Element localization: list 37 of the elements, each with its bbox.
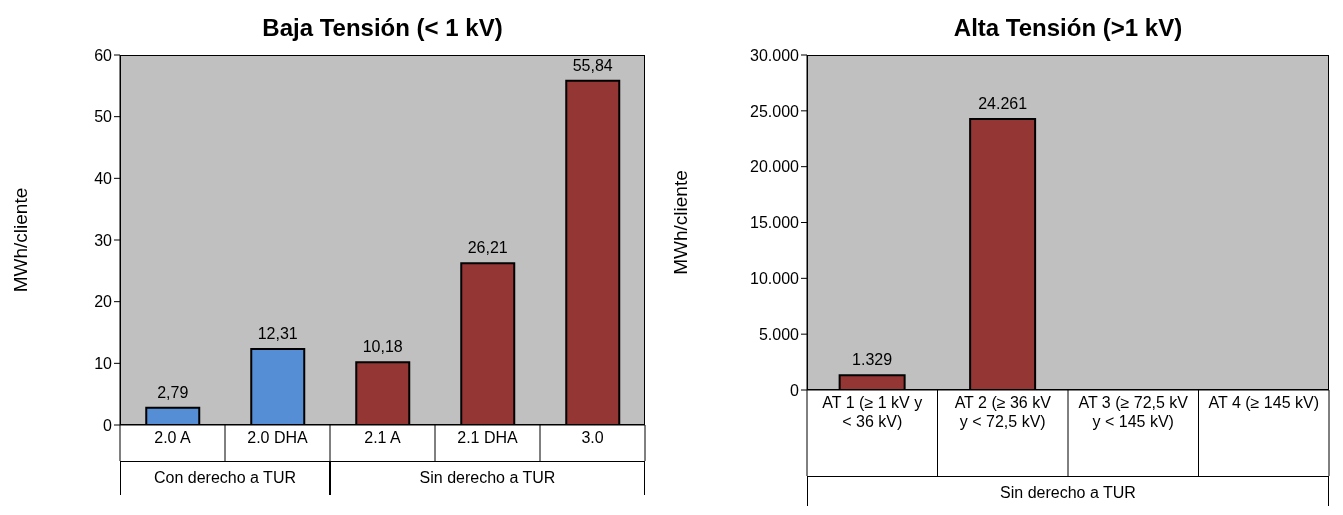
y-axis-title: MWh/cliente (669, 170, 691, 275)
data-label: 1.329 (852, 351, 893, 369)
y-tick-label: 5.000 (758, 325, 800, 343)
x-tick-label: 2.0 DHA (247, 429, 309, 446)
y-tick-label: 20.000 (750, 158, 800, 176)
y-tick-label: 15.000 (750, 214, 800, 232)
x-tick-label: AT 1 (≥ 1 kV y < 36 kV) (822, 394, 923, 430)
y-tick-label: 20 (94, 293, 113, 311)
x-tick-label: 3.0 (581, 429, 604, 446)
chart-title: Alta Tensión (>1 kV) (952, 14, 1184, 42)
data-label: 2,79 (157, 383, 189, 401)
y-tick-label: 0 (103, 416, 113, 434)
x-tick-label: 2.0 A (154, 429, 192, 446)
y-tick-label: 50 (94, 108, 113, 126)
y-tick-label: 10.000 (750, 270, 800, 288)
data-label: 55,84 (572, 56, 613, 74)
x-tick-label: AT 4 (≥ 145 kV) (1208, 394, 1319, 411)
y-tick-label: 30.000 (750, 46, 800, 64)
text: Con derecho a TUR (120, 461, 330, 495)
data-label: 10,18 (362, 338, 403, 356)
data-label: 12,31 (257, 325, 298, 343)
y-tick-label: 0 (790, 381, 800, 399)
y-axis-title: MWh/cliente (9, 187, 31, 293)
chart-title: Baja Tensión (< 1 kV) (261, 14, 504, 42)
y-tick-label: 30 (94, 231, 113, 249)
text: Sin derecho a TUR (330, 461, 645, 495)
x-tick-label: 2.1 A (364, 429, 402, 446)
data-label: 24.261 (978, 95, 1028, 113)
x-tick-label: AT 3 (≥ 72,5 kV y < 145 kV) (1078, 394, 1189, 430)
data-label: 26,21 (467, 239, 508, 257)
x-tick-label: 2.1 DHA (457, 429, 519, 446)
x-tick-label: AT 2 (≥ 36 kV y < 72,5 kV) (954, 394, 1052, 430)
y-tick-label: 40 (94, 170, 113, 188)
y-tick-label: 25.000 (750, 102, 800, 120)
y-tick-label: 60 (94, 46, 113, 64)
text: Sin derecho a TUR (807, 476, 1329, 506)
y-tick-label: 10 (94, 355, 113, 373)
